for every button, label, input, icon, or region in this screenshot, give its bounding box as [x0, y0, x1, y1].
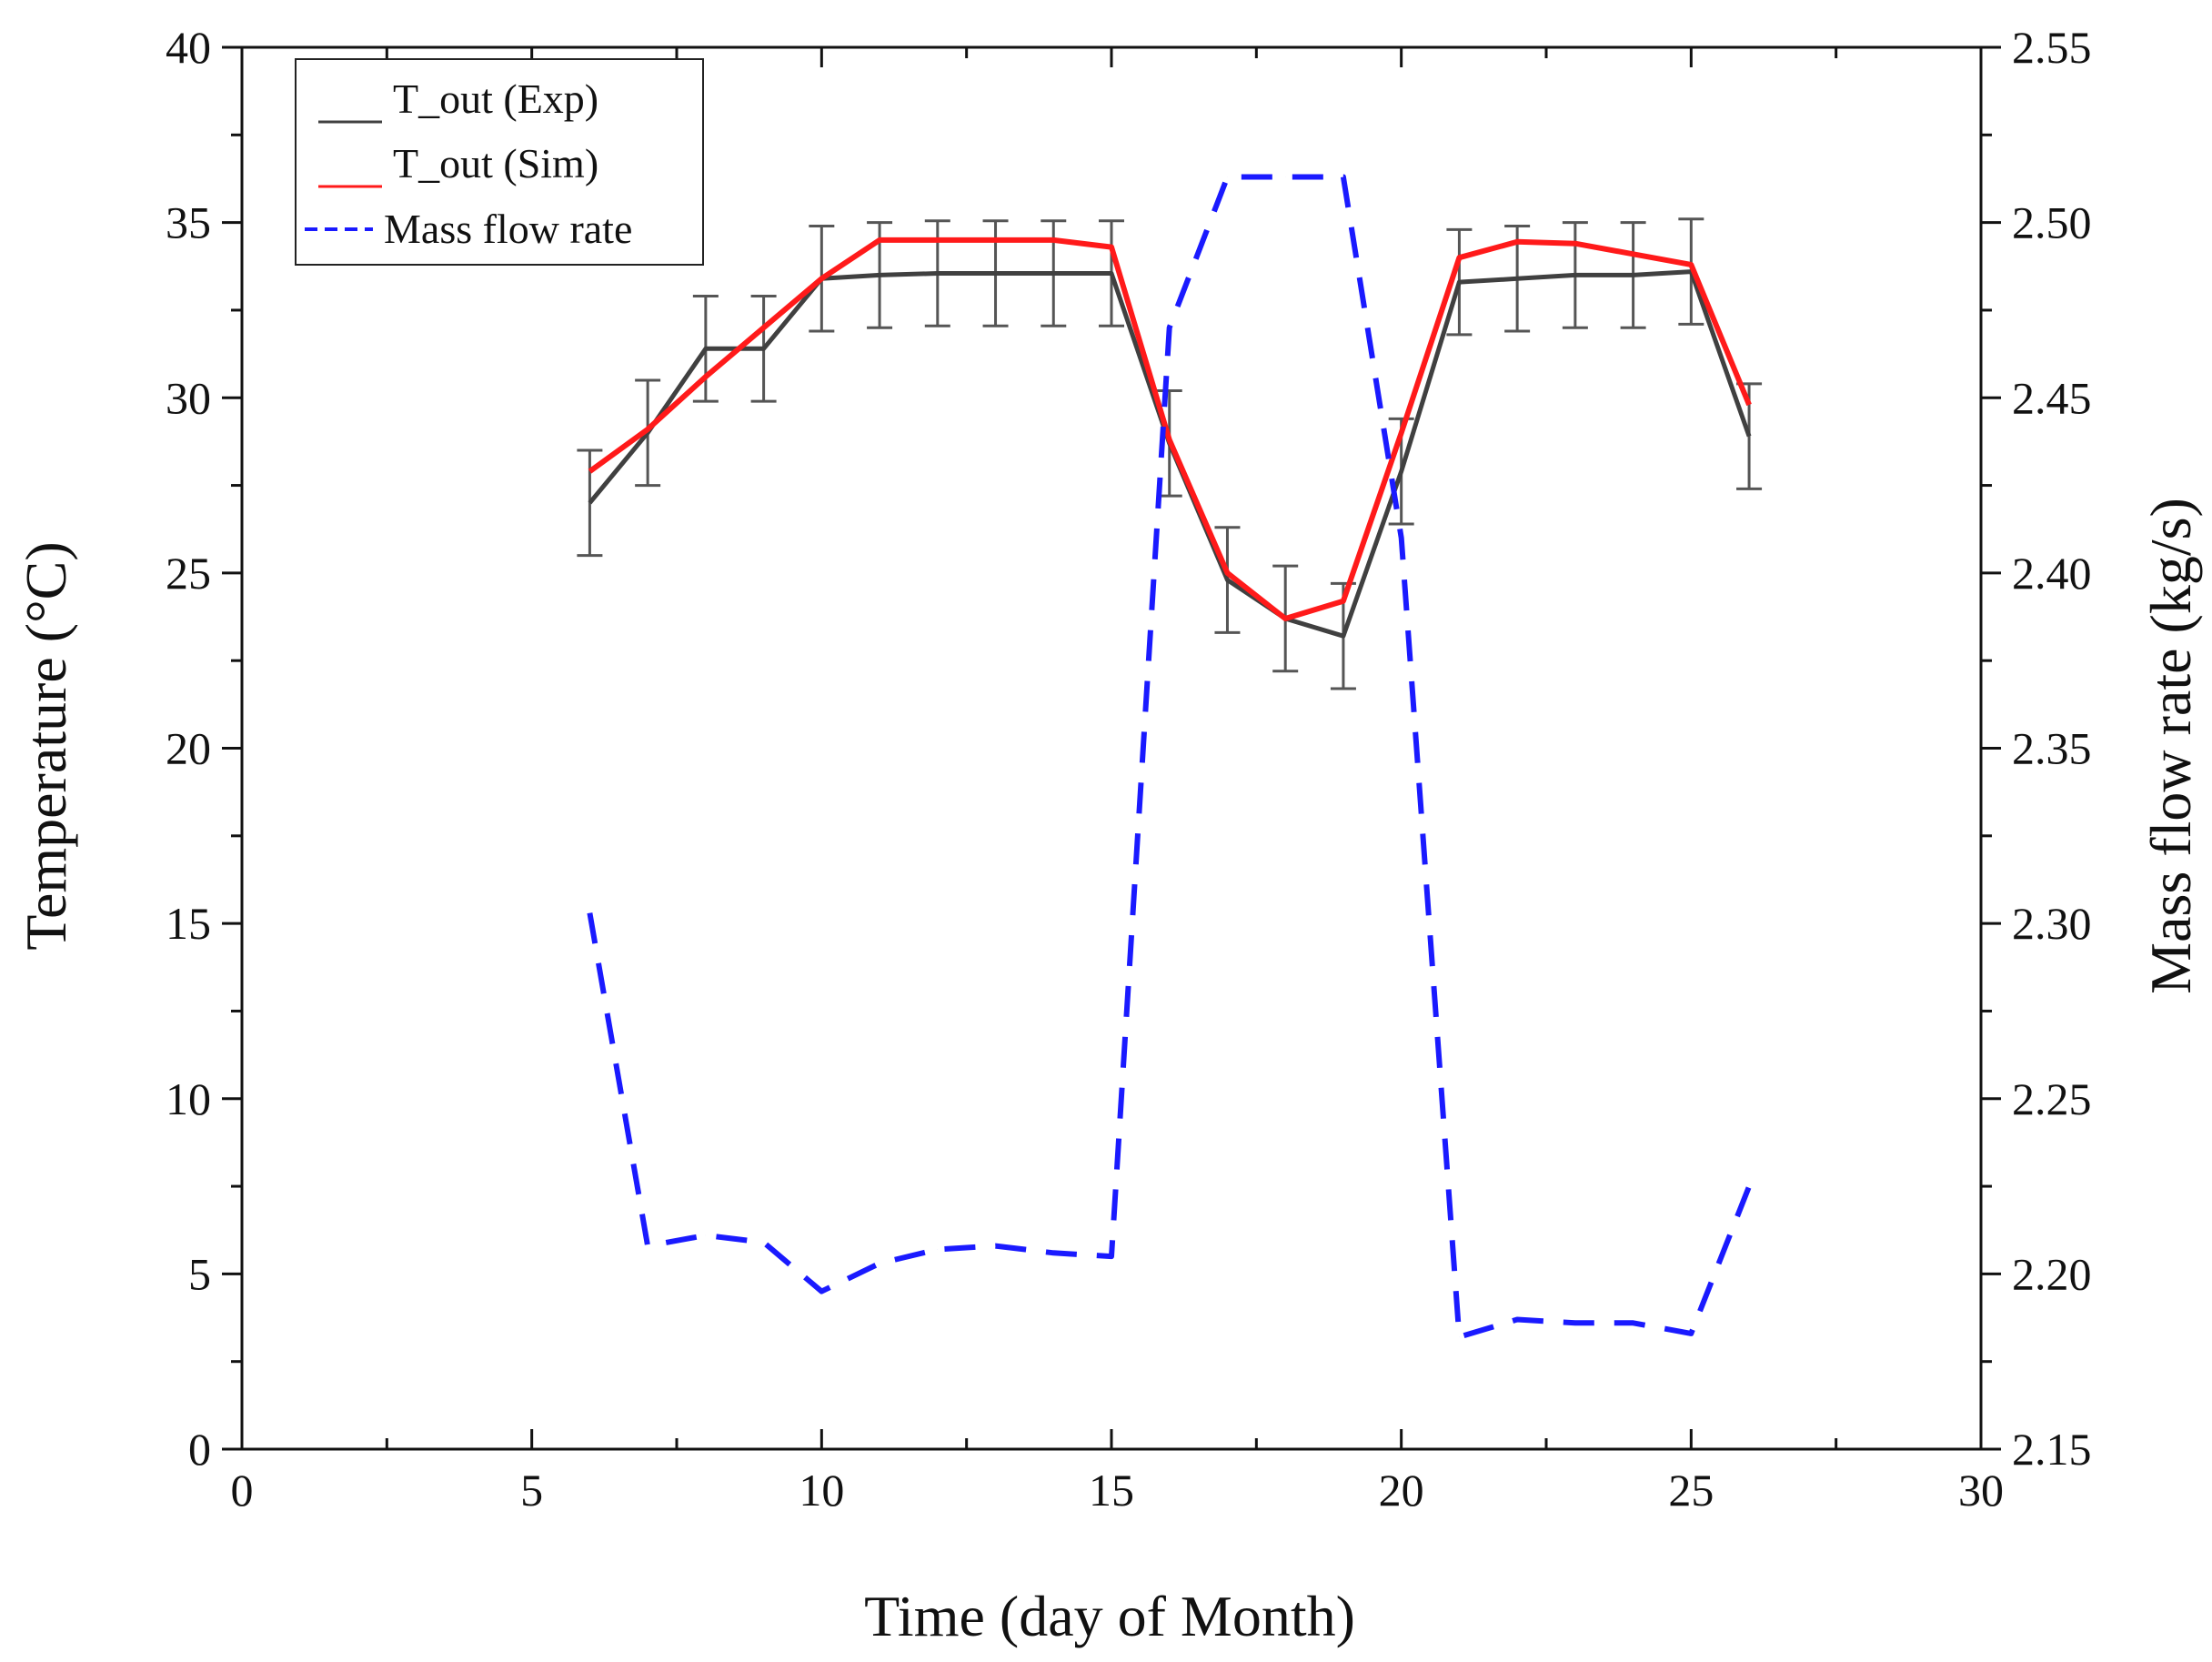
- y-tick-label: 10: [166, 1073, 211, 1124]
- x-tick-label: 5: [520, 1465, 543, 1516]
- y-tick-label: 40: [166, 22, 211, 73]
- x-tick-label: 25: [1668, 1465, 1714, 1516]
- series-1: [588, 237, 1752, 621]
- y2-tick-label: 2.50: [2012, 197, 2092, 248]
- axes-layer: 0 5 10 15 20 25 30 0 5 10 15 20 25 30 35 40 2.15 2.20 2.25…: [166, 22, 2092, 1516]
- series-2: [587, 174, 1752, 1340]
- x-tick-label: 10: [799, 1465, 844, 1516]
- y2-tick-label: 2.35: [2012, 723, 2092, 774]
- y2-tick-label: 2.55: [2012, 22, 2092, 73]
- x-tick-label: 20: [1379, 1465, 1424, 1516]
- legend: T_out (Exp) T_out (Sim) Mass flow rate: [295, 58, 704, 266]
- series-layer: [577, 174, 1763, 1340]
- legend-label-mass-flow: Mass flow rate: [384, 206, 632, 252]
- legend-label-sim: T_out (Sim): [393, 140, 598, 186]
- y-tick-label: 5: [188, 1248, 211, 1299]
- y-tick-label: 25: [166, 548, 211, 599]
- y2-tick-label: 2.15: [2012, 1424, 2092, 1475]
- y-tick-label: 20: [166, 723, 211, 774]
- y2-tick-label: 2.25: [2012, 1073, 2092, 1124]
- x-tick-label: 15: [1089, 1465, 1134, 1516]
- y2-tick-label: 2.40: [2012, 548, 2092, 599]
- y2-tick-label: 2.20: [2012, 1248, 2092, 1299]
- y2-tick-label: 2.45: [2012, 372, 2092, 423]
- y2-axis-title: Mass flow rate (kg/s): [2138, 498, 2203, 994]
- legend-box: [295, 58, 704, 266]
- x-tick-label: 30: [1958, 1465, 2004, 1516]
- y-axis-title: Temperature (°C): [14, 541, 78, 950]
- x-axis-title: Time (day of Month): [864, 1584, 1355, 1648]
- x-tick-label: 0: [231, 1465, 254, 1516]
- y-tick-label: 15: [166, 898, 211, 949]
- legend-label-exp: T_out (Exp): [393, 76, 598, 122]
- y2-tick-label: 2.30: [2012, 898, 2092, 949]
- y-tick-label: 30: [166, 372, 211, 423]
- y-tick-label: 35: [166, 197, 211, 248]
- series-0: [577, 217, 1763, 690]
- y-tick-label: 0: [188, 1424, 211, 1475]
